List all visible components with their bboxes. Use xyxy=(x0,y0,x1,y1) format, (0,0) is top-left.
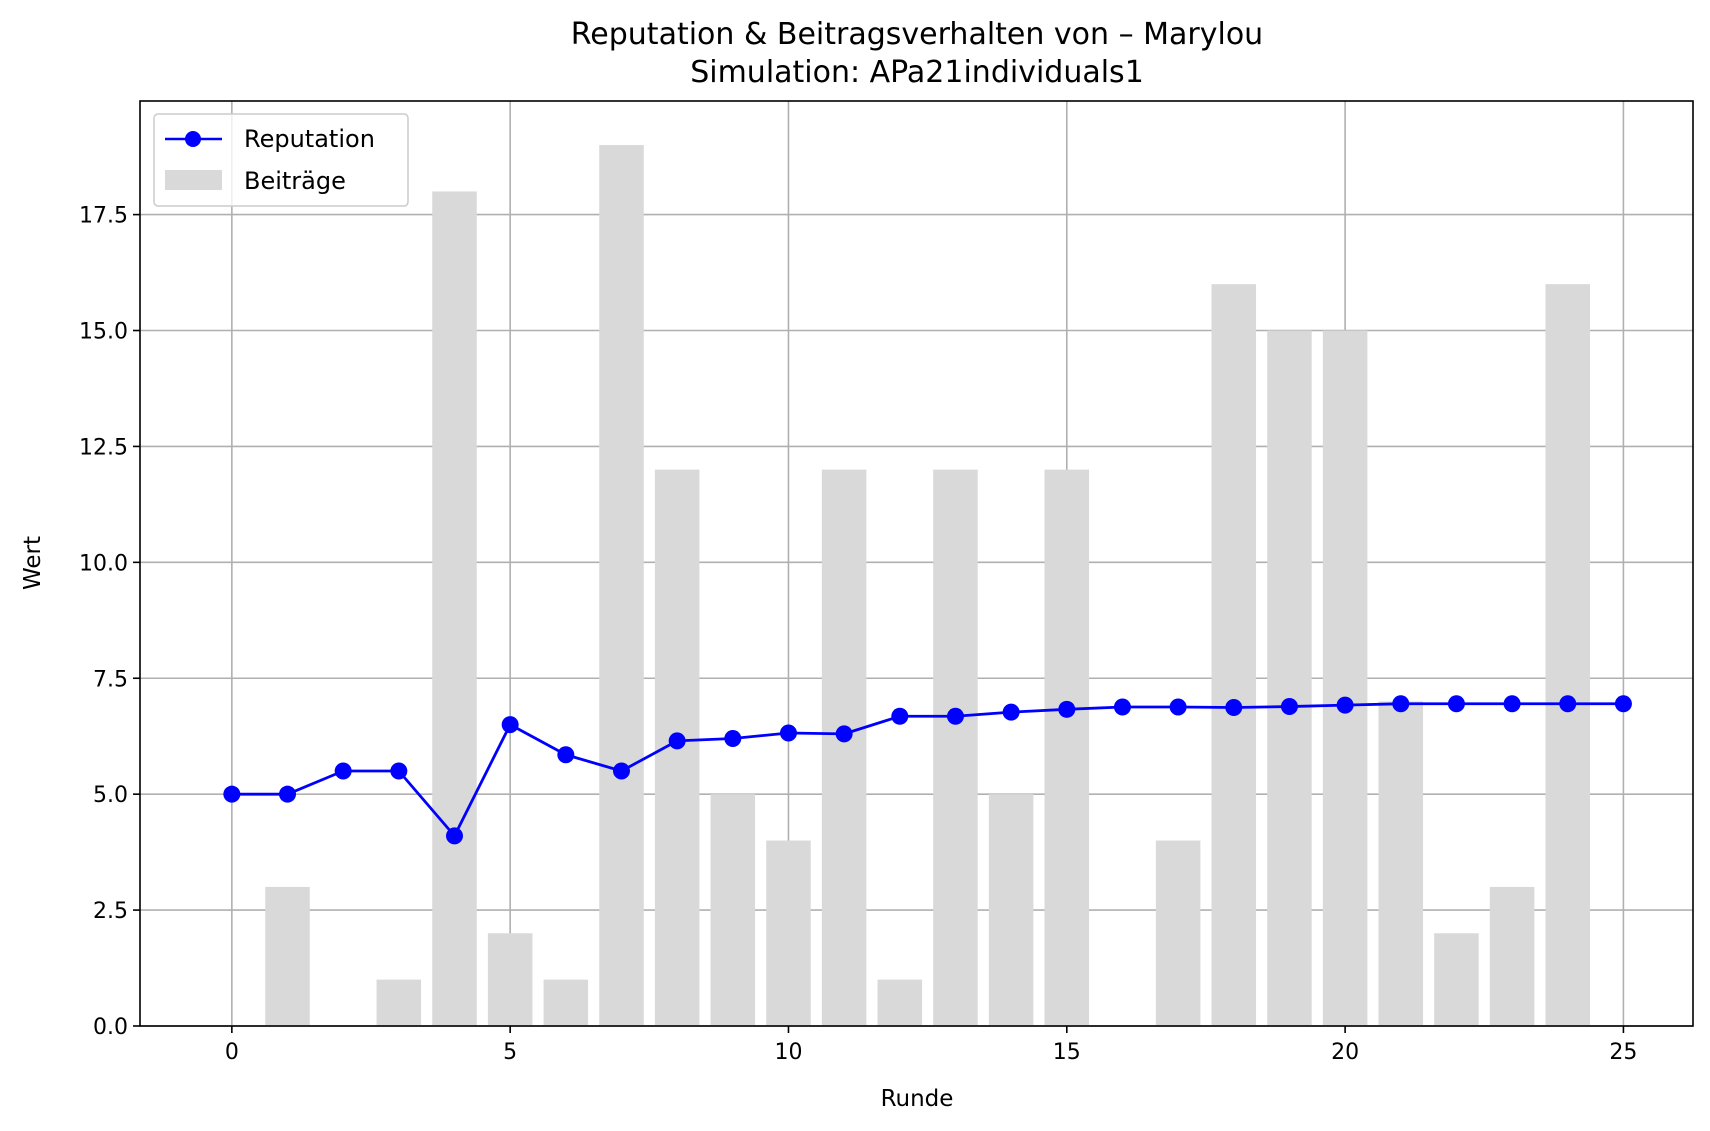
bar-beitraege xyxy=(1378,701,1424,1026)
reputation-point xyxy=(779,724,797,742)
reputation-point xyxy=(445,827,463,845)
reputation-line xyxy=(231,702,1624,838)
x-axis-label: Runde xyxy=(881,1086,954,1112)
y-tick-label: 12.5 xyxy=(79,435,128,460)
reputation-point xyxy=(891,707,909,725)
reputation-point xyxy=(835,725,853,743)
bar-beitraege xyxy=(265,886,310,1026)
bar-beitraege xyxy=(487,933,533,1026)
y-tick-label: 5.0 xyxy=(93,783,128,808)
bar-beitraege xyxy=(877,979,923,1026)
legend-bar-sample xyxy=(165,170,222,190)
chart-title: Reputation & Beitragsverhalten von – Mar… xyxy=(571,17,1263,52)
bar-beitraege xyxy=(821,469,867,1026)
x-tick-label: 0 xyxy=(225,1040,239,1065)
bar-beitraege xyxy=(1489,886,1535,1026)
x-axis-ticks: 0 5 10 15 20 25 xyxy=(225,1026,1637,1065)
bar-beitraege xyxy=(988,794,1034,1026)
legend-marker-sample xyxy=(185,131,201,147)
reputation-point xyxy=(279,785,297,803)
reputation-point xyxy=(668,732,686,750)
gridlines xyxy=(140,101,1693,1027)
x-tick-label: 15 xyxy=(1053,1040,1081,1065)
bar-beitraege xyxy=(1434,933,1479,1026)
legend: Reputation Beiträge xyxy=(153,113,409,207)
chart-subtitle: Simulation: APa21individuals1 xyxy=(690,55,1144,90)
reputation-point xyxy=(223,785,241,803)
bar-beitraege xyxy=(1155,840,1201,1026)
reputation-point xyxy=(501,716,519,734)
reputation-point xyxy=(1447,695,1465,713)
reputation-point xyxy=(1280,698,1298,716)
y-tick-label: 0.0 xyxy=(93,1015,128,1040)
reputation-point xyxy=(612,762,630,780)
reputation-point xyxy=(1336,696,1354,714)
reputation-point xyxy=(390,762,408,780)
reputation-point xyxy=(1614,695,1632,713)
y-tick-label: 10.0 xyxy=(79,551,128,576)
legend-label-reputation: Reputation xyxy=(244,125,375,153)
x-tick-label: 5 xyxy=(503,1040,517,1065)
bar-beitraege xyxy=(710,794,756,1026)
y-axis-label: Wert xyxy=(20,536,46,590)
reputation-point xyxy=(1058,700,1076,718)
y-tick-label: 15.0 xyxy=(79,320,128,345)
reputation-point xyxy=(1002,703,1020,721)
y-tick-label: 17.5 xyxy=(79,204,128,229)
bar-beitraege xyxy=(1044,469,1090,1026)
reputation-point xyxy=(946,707,964,725)
line-series-reputation xyxy=(223,695,1632,845)
plot-frame xyxy=(139,100,1694,1027)
reputation-point xyxy=(1169,698,1187,716)
bar-beitraege xyxy=(1322,330,1368,1026)
bar-beitraege xyxy=(1211,284,1257,1026)
reputation-point xyxy=(557,746,575,764)
reputation-point xyxy=(334,762,352,780)
reputation-point xyxy=(1113,698,1131,716)
x-tick-label: 25 xyxy=(1609,1040,1637,1065)
legend-label-beitraege: Beiträge xyxy=(244,167,346,195)
bar-beitraege xyxy=(766,840,811,1026)
reputation-point xyxy=(1392,695,1410,713)
bar-beitraege xyxy=(1545,284,1591,1026)
reputation-point xyxy=(1225,698,1243,716)
bar-beitraege xyxy=(1267,330,1312,1026)
bar-beitraege xyxy=(599,145,644,1027)
bar-beitraege xyxy=(543,979,589,1026)
reputation-point xyxy=(724,730,742,748)
y-axis-ticks: 0.0 2.5 5.0 7.5 10.0 12.5 15.0 17.5 xyxy=(79,204,140,1040)
bar-beitraege xyxy=(376,979,422,1026)
x-tick-label: 20 xyxy=(1331,1040,1359,1065)
bar-beitraege xyxy=(432,191,477,1027)
x-tick-label: 10 xyxy=(774,1040,802,1065)
bar-beitraege xyxy=(933,469,978,1026)
bar-series-beitraege xyxy=(265,145,1591,1027)
y-tick-label: 2.5 xyxy=(93,899,128,924)
reputation-point xyxy=(1503,695,1521,713)
y-tick-label: 7.5 xyxy=(93,667,128,692)
reputation-point xyxy=(1559,695,1577,713)
